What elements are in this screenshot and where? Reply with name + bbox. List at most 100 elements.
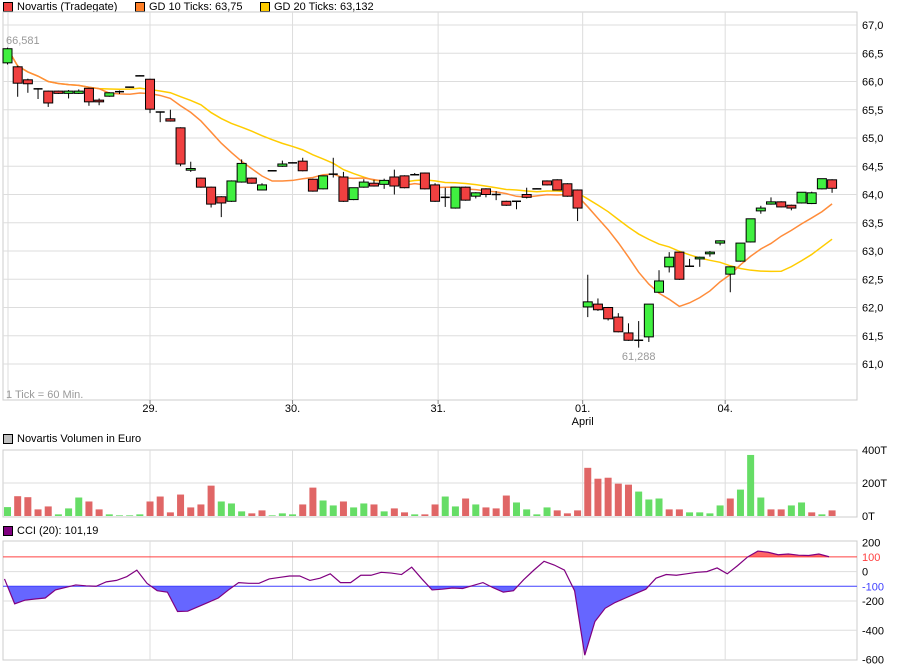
candle-down	[430, 184, 441, 202]
volume-bar	[533, 514, 541, 516]
candle-up	[73, 90, 84, 94]
volume-bar	[54, 514, 62, 516]
volume-bar	[584, 467, 592, 516]
volume-bar	[604, 477, 612, 516]
volume-bar	[543, 507, 551, 516]
volume-bar	[645, 499, 653, 516]
volume-bar	[44, 506, 52, 516]
candle-up	[185, 168, 196, 171]
candle-down	[562, 183, 573, 197]
volume-bar	[75, 497, 83, 516]
candle-down	[12, 66, 23, 84]
candle-down	[399, 175, 410, 189]
volume-bar	[197, 504, 205, 516]
volume-bar	[187, 507, 195, 516]
candle-up	[379, 179, 390, 185]
volume-bar	[319, 500, 327, 516]
volume-bar	[808, 512, 816, 516]
price-tick-label: 61,5	[862, 331, 883, 343]
volume-bar	[675, 509, 683, 516]
volume-bar	[482, 507, 490, 516]
candle-down	[22, 79, 33, 85]
candle-down	[43, 90, 54, 104]
date-tick-label: 04.	[718, 403, 733, 415]
volume-bar	[736, 489, 744, 516]
candle-down	[195, 177, 206, 188]
volume-bar	[248, 513, 256, 516]
price-tick-label: 64,5	[862, 161, 883, 173]
candle-down	[419, 172, 430, 190]
date-tick-label: 29.	[142, 403, 157, 415]
volume-bar	[614, 483, 622, 516]
candle-up	[654, 280, 665, 293]
volume-bar	[441, 496, 449, 516]
candle-up	[643, 303, 654, 338]
volume-bar	[757, 497, 765, 516]
volume-bar	[24, 497, 32, 516]
volume-bar	[34, 509, 42, 516]
candle-down	[460, 186, 471, 201]
volume-bar	[767, 509, 775, 516]
price-tick-label: 61,0	[862, 359, 883, 371]
volume-bar	[411, 514, 419, 516]
volume-bar	[777, 509, 785, 516]
candle-up	[745, 218, 756, 243]
volume-bar	[818, 514, 826, 516]
cci-tick-label: -600	[862, 655, 884, 667]
tick-interval-note: 1 Tick = 60 Min.	[6, 389, 83, 401]
volume-bar	[726, 498, 734, 516]
cci-title: CCI (20): 101,19	[17, 525, 99, 537]
volume-bar	[289, 514, 297, 516]
candle-up	[2, 48, 13, 64]
candle-down	[368, 182, 379, 187]
candle-down	[297, 160, 308, 172]
volume-bar	[85, 501, 93, 516]
candle-down	[53, 90, 64, 94]
volume-bar	[95, 509, 103, 516]
candle-up	[715, 240, 726, 244]
candle-up	[358, 181, 369, 188]
volume-bar	[177, 494, 185, 516]
legend-swatch-cci	[3, 526, 13, 536]
candle-up	[796, 191, 807, 204]
candle-up	[735, 242, 746, 262]
legend-volume: Novartis Volumen in Euro	[3, 433, 141, 445]
volume-bar	[258, 510, 266, 516]
volume-bar	[238, 511, 246, 516]
candle-down	[165, 118, 176, 122]
candle-up	[226, 180, 237, 202]
price-tick-label: 63,0	[862, 246, 883, 258]
volume-bar	[370, 504, 378, 516]
volume-bar	[380, 511, 388, 516]
volume-bar	[502, 495, 510, 516]
legend-price-label: Novartis (Tradegate)	[17, 1, 118, 13]
volume-bar	[828, 510, 836, 516]
candle-down	[521, 194, 532, 198]
volume-tick-label: 400T	[862, 445, 887, 457]
candle-up	[348, 187, 359, 201]
candle-down	[175, 127, 186, 165]
volume-bar	[553, 510, 561, 516]
price-tick-label: 65,5	[862, 105, 883, 117]
volume-bar	[635, 491, 643, 516]
volume-bar	[787, 505, 795, 516]
candle-up	[257, 184, 267, 191]
volume-bar	[563, 513, 571, 516]
legend-ma20-label: GD 20 Ticks: 63,132	[274, 1, 374, 13]
candle-down	[206, 186, 217, 205]
candle-down	[480, 188, 491, 196]
volume-bar	[401, 512, 409, 516]
volume-bar	[278, 513, 286, 516]
volume-bar	[451, 506, 459, 516]
price-tick-label: 65,0	[862, 133, 883, 145]
ma20-line	[6, 48, 833, 273]
date-tick-label: 31.	[430, 403, 445, 415]
candle-up	[806, 192, 817, 205]
candle-down	[338, 176, 349, 202]
date-tick-label: 01.	[575, 403, 590, 415]
volume-bar	[339, 501, 347, 516]
volume-bar	[655, 498, 663, 516]
price-panel	[2, 11, 858, 401]
